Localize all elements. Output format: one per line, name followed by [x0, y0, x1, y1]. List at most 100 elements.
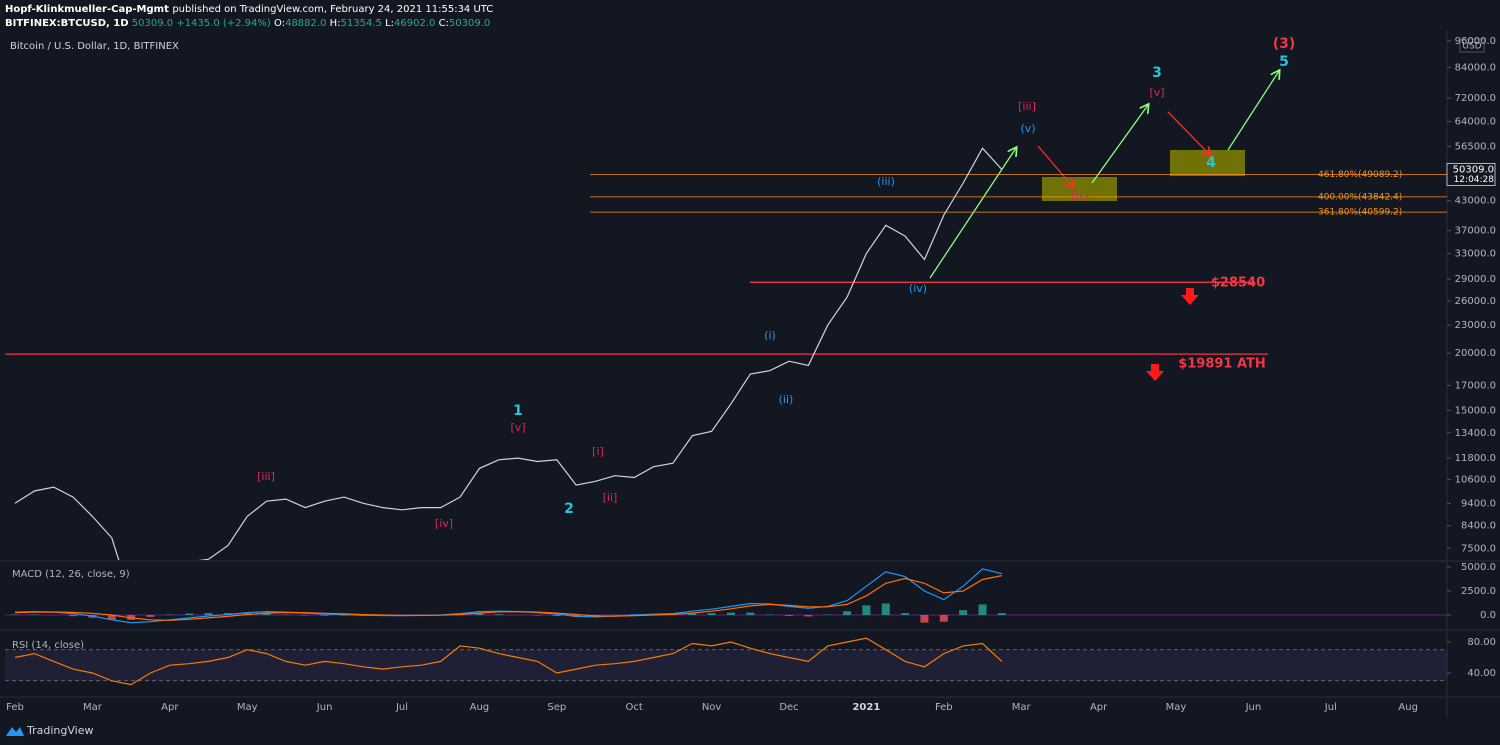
- y-tick-label: 0.0: [1480, 610, 1496, 621]
- y-tick-label: 8400.0: [1461, 521, 1496, 532]
- x-tick-label: Mar: [1012, 702, 1032, 713]
- histogram-bar: [726, 612, 735, 616]
- y-tick-label: 40.00: [1467, 668, 1496, 679]
- y-tick-label: 33000.0: [1455, 248, 1496, 259]
- y-tick-label: 17000.0: [1455, 380, 1496, 391]
- histogram-bar: [320, 615, 329, 616]
- publisher: Hopf-Klinkmueller-Cap-Mgmt published on …: [5, 4, 493, 15]
- y-tick-label: 80.00: [1467, 637, 1496, 648]
- last-price: 50309.0: [1453, 164, 1494, 175]
- wave-label: (3): [1273, 36, 1296, 52]
- x-tick-label: Dec: [779, 702, 798, 713]
- histogram-bar: [843, 611, 852, 616]
- histogram-bar: [107, 615, 116, 620]
- countdown: 12:04:28: [1454, 175, 1495, 185]
- histogram-bar: [146, 615, 155, 617]
- ohlc-value: 51354.5: [341, 18, 382, 29]
- x-tick-label: Aug: [1398, 702, 1418, 713]
- histogram-bar: [785, 615, 793, 616]
- fib-label: 361.80%(40599.2): [1318, 208, 1402, 218]
- histogram-bar: [688, 613, 697, 616]
- rsi-band: [5, 649, 1447, 681]
- ohlc-value: 48882.0: [285, 18, 326, 29]
- x-tick-label: Mar: [83, 702, 103, 713]
- unit: USD: [1462, 42, 1481, 52]
- histogram-bar: [494, 614, 503, 616]
- wave-label: [i]: [592, 445, 604, 458]
- macd-line: [14, 575, 1003, 621]
- histogram-bar: [978, 604, 987, 616]
- x-tick-label: Apr: [161, 702, 179, 713]
- y-tick-label: 29000.0: [1455, 274, 1496, 285]
- y-tick-label: 20000.0: [1455, 348, 1496, 359]
- price-line: [14, 147, 1003, 560]
- wave-label: (iv): [909, 282, 927, 295]
- wave-label: (v): [1020, 122, 1035, 135]
- x-tick-label: Oct: [626, 702, 643, 713]
- histogram-bar: [339, 615, 348, 616]
- x-tick-label: May: [237, 702, 258, 713]
- pane-title: MACD (12, 26, close, 9): [12, 569, 130, 580]
- y-tick-label: 11800.0: [1455, 453, 1496, 464]
- histogram-bar: [552, 615, 561, 616]
- y-tick-label: 84000.0: [1455, 62, 1496, 73]
- y-tick-label: 72000.0: [1455, 93, 1496, 104]
- last-price-box: [1446, 162, 1496, 186]
- y-tick-label: 15000.0: [1455, 405, 1496, 416]
- histogram-bar: [204, 613, 213, 616]
- down-arrow: [1146, 364, 1164, 381]
- histogram-bar: [881, 603, 890, 616]
- histogram-bar: [939, 615, 948, 622]
- histogram-bar: [69, 615, 78, 617]
- wave-label: 5: [1279, 54, 1289, 70]
- histogram-bar: [746, 612, 755, 616]
- x-tick-label: Sep: [547, 702, 566, 713]
- wave-label: 1: [513, 403, 523, 419]
- y-tick-label: 56500.0: [1455, 141, 1496, 152]
- x-tick-label: Nov: [702, 702, 722, 713]
- wave-label: [iv]: [1071, 189, 1089, 202]
- y-tick-label: 5000.0: [1461, 562, 1496, 573]
- ohlc-key: L:: [385, 18, 394, 29]
- wave-label: 4: [1206, 155, 1216, 171]
- symbol-line: BITFINEX:BTCUSD, 1D 50309.0 +1435.0 (+2.…: [5, 18, 490, 29]
- y-tick-label: 26000.0: [1455, 296, 1496, 307]
- x-tick-label: Jul: [1324, 702, 1337, 713]
- wave-label: [v]: [510, 421, 525, 434]
- x-tick-label: Feb: [935, 702, 953, 713]
- histogram-bar: [997, 613, 1006, 616]
- y-tick-label: 13400.0: [1455, 428, 1496, 439]
- y-tick-label: 37000.0: [1455, 226, 1496, 237]
- trend-arrow: [1091, 105, 1148, 184]
- y-tick-label: 2500.0: [1461, 586, 1496, 597]
- level-label: $19891 ATH: [1178, 357, 1266, 372]
- ohlc-value: 50309.0: [449, 18, 490, 29]
- y-tick-label: 43000.0: [1455, 196, 1496, 207]
- y-tick-label: 96000.0: [1455, 36, 1496, 47]
- wave-label: (i): [764, 329, 776, 342]
- histogram-bar: [707, 613, 716, 616]
- fib-label: 461.80%(49089.2): [1318, 170, 1402, 180]
- pane-title: RSI (14, close): [12, 640, 84, 651]
- histogram-bar: [862, 605, 871, 616]
- x-tick-label: Jun: [1245, 702, 1262, 713]
- x-tick-label: Jul: [395, 702, 408, 713]
- x-tick-label: 2021: [852, 702, 880, 713]
- ohlc-key: C:: [439, 18, 449, 29]
- wave-label: (ii): [779, 393, 794, 406]
- ohlc-value: 46902.0: [394, 18, 435, 29]
- histogram-bar: [804, 615, 813, 617]
- wave-label: 3: [1152, 65, 1162, 81]
- fib-label: 400.00%(43842.4): [1318, 192, 1402, 202]
- histogram-bar: [901, 613, 910, 616]
- down-arrow: [1181, 288, 1199, 305]
- x-tick-label: Jun: [316, 702, 333, 713]
- wave-label: [iii]: [257, 470, 275, 483]
- logo: [6, 727, 24, 736]
- plot-layer: Feb Mar Apr May Jun Jul Aug Sep Oct Nov Dec 2021 Feb…: [5, 36, 1496, 713]
- unit-box: [1459, 38, 1485, 53]
- y-tick-label: 9400.0: [1461, 498, 1496, 509]
- trend-arrow: [1227, 71, 1279, 151]
- wave-label: (iii): [877, 175, 895, 188]
